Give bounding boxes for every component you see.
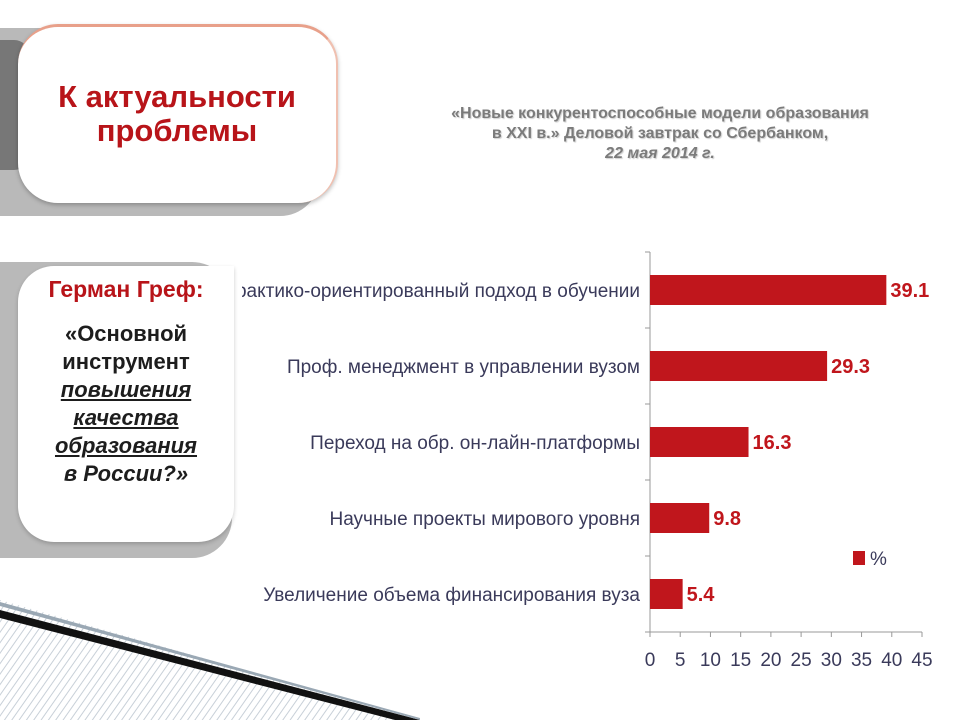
x-tick-label: 25 [791,650,812,671]
chart-labels: 39.1 Практико-ориентированный подход в об… [222,280,929,606]
subtitle-line-3: 22 мая 2014 г. [605,145,715,162]
chart-bars [650,275,887,609]
bar [650,275,887,305]
category-label: Научные проекты мирового уровня [329,509,640,530]
subtitle-line-2: в XXI в.» Деловой завтрак со Сбербанком, [491,125,829,142]
data-label: 29.3 [831,356,870,378]
category-label: Практико-ориентированный подход в обучен… [222,281,640,302]
quote-line-6: в России?» [63,461,189,486]
decorative-stripe [0,600,420,720]
x-tick-label: 35 [851,650,872,671]
x-tick-label: 10 [700,650,721,671]
x-tick-label: 5 [675,650,686,671]
quote-card [18,266,234,542]
x-tick-label: 40 [881,650,902,671]
category-label: Проф. менеджмент в управлении вузом [287,357,640,378]
quote-line-2: инструмент [62,349,190,374]
quote-body: «Основной инструмент повышения качества … [18,320,234,488]
x-tick-label: 0 [645,650,656,671]
quote-line-1: «Основной [64,321,188,346]
bar [650,427,749,457]
x-tick-label: 20 [760,650,781,671]
x-tick-label: 45 [911,650,932,671]
page-title: К актуальности проблемы [58,79,296,148]
quote-line-5: образования [54,433,198,458]
bar-chart: 39.1 Практико-ориентированный подход в об… [222,251,933,671]
data-label: 16.3 [753,432,792,454]
data-label: 39.1 [890,280,929,302]
chart-ticks: 0 5 10 15 20 25 30 35 40 45 [645,632,933,671]
title-card [18,24,338,203]
legend-swatch [853,551,865,565]
quote-author: Герман Греф: [48,276,204,302]
data-label: 5.4 [687,584,716,606]
x-tick-label: 30 [821,650,842,671]
x-tick-label: 15 [730,650,751,671]
bar [650,579,683,609]
quote-line-4: качества [73,405,179,430]
quote-line-3: повышения [60,377,192,402]
stripe-light-band [0,602,420,720]
subtitle-line-1: «Новые конкурентоспособные модели образо… [451,105,869,122]
subtitle: «Новые конкурентоспособные модели образо… [360,104,960,164]
data-label: 9.8 [713,508,741,530]
category-label: Переход на обр. он-лайн-платформы [310,433,640,454]
bar [650,351,828,381]
bar [650,503,710,533]
category-label: Увеличение объема финансирования вуза [263,585,640,606]
stripe-dark-band [0,610,420,720]
chart-legend: % [853,549,887,570]
legend-label: % [870,549,887,570]
